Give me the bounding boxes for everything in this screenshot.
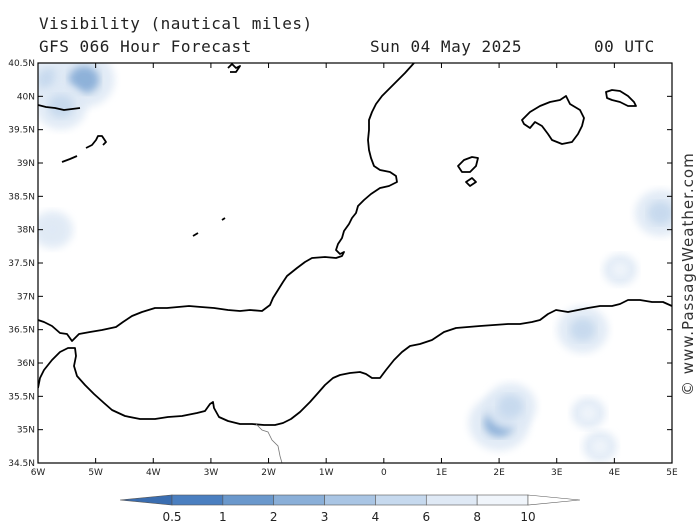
lat-tick-label: 40.5N — [8, 59, 35, 69]
coast-fragment — [227, 63, 241, 73]
fog-area — [48, 94, 74, 118]
legend-label: 10 — [520, 510, 535, 524]
legend-swatch — [222, 494, 275, 506]
fog-area — [591, 438, 609, 455]
legend-label: 2 — [270, 510, 278, 524]
lon-tick-label: 3W — [204, 468, 219, 478]
columbretes-islet — [221, 217, 226, 221]
forecast-subtitle: GFS 066 Hour Forecast — [39, 37, 252, 56]
fog-area — [611, 261, 629, 278]
forecast-time: 00 UTC — [594, 37, 655, 56]
fog-area — [647, 201, 672, 225]
lat-tick-label: 35.5N — [8, 392, 35, 402]
lat-tick-label: 39.5N — [8, 126, 35, 136]
legend-swatch — [425, 494, 478, 506]
latitude-axis: 40.5N 40N 39.5N 39N 38.5N 38N 37.5N 37N 36.5N 36N… — [8, 59, 672, 469]
lon-tick-label: 2E — [493, 468, 505, 478]
legend-label: 8 — [473, 510, 481, 524]
legend-low-arrow — [119, 494, 173, 506]
formentera-coastline — [465, 177, 477, 187]
visibility-shading — [38, 63, 672, 462]
lon-tick-label: 6W — [31, 468, 46, 478]
lat-tick-label: 36N — [17, 359, 35, 369]
legend-swatch — [324, 494, 376, 506]
lat-tick-label: 37N — [17, 292, 35, 302]
legend-swatch — [171, 494, 224, 506]
north-african-coastline — [38, 299, 672, 426]
fog-area — [497, 394, 524, 418]
valencia-coast — [38, 104, 81, 111]
iberian-coastline — [38, 63, 415, 342]
legend-swatch — [375, 494, 427, 506]
visibility-legend: 0.5 1 2 3 4 6 8 10 — [119, 494, 581, 524]
legend-swatch — [476, 494, 529, 506]
lat-tick-label: 38.5N — [8, 192, 35, 202]
tabarca-islet — [192, 232, 199, 237]
alboran-cape — [85, 135, 107, 149]
fog-area — [68, 65, 100, 94]
fog-area — [579, 405, 597, 421]
lon-tick-label: 4E — [609, 468, 621, 478]
lon-tick-label: 4W — [146, 468, 161, 478]
valencia-inlet — [61, 155, 78, 163]
lon-tick-label: 1E — [436, 468, 448, 478]
legend-high-arrow — [527, 494, 581, 506]
lon-tick-label: 3E — [551, 468, 563, 478]
fog-area — [42, 220, 63, 240]
lon-tick-label: 2W — [261, 468, 276, 478]
fog-area — [569, 318, 596, 342]
legend-label: 1 — [219, 510, 227, 524]
legend-label: 4 — [372, 510, 380, 524]
lat-tick-label: 40N — [17, 92, 35, 102]
lat-tick-label: 35N — [17, 426, 35, 436]
lat-tick-label: 36.5N — [8, 326, 35, 336]
legend-swatch — [273, 494, 325, 506]
lon-tick-label: 0 — [381, 468, 387, 478]
legend-label: 6 — [422, 510, 430, 524]
lat-tick-label: 34.5N — [8, 459, 35, 469]
menorca-coastline — [605, 89, 637, 107]
legend-label: 0.5 — [162, 510, 181, 524]
legend-label: 3 — [321, 510, 329, 524]
land-border — [255, 423, 283, 464]
lat-tick-label: 38N — [17, 226, 35, 236]
website-credit: © www.PassageWeather.com — [679, 152, 697, 396]
lon-tick-label: 1W — [319, 468, 334, 478]
lat-tick-label: 37.5N — [8, 259, 35, 269]
coastlines — [38, 63, 672, 426]
ibiza-coastline — [457, 156, 479, 173]
mallorca-coastline — [521, 95, 585, 145]
longitude-axis: 6W 5W 4W 3W 2W 1W 0 1E 2E 3E 4E 5E — [31, 63, 678, 478]
lon-tick-label: 5E — [666, 468, 678, 478]
forecast-date: Sun 04 May 2025 — [370, 37, 522, 56]
map-title: Visibility (nautical miles) — [39, 14, 313, 33]
lon-tick-label: 5W — [88, 468, 103, 478]
lat-tick-label: 39N — [17, 159, 35, 169]
